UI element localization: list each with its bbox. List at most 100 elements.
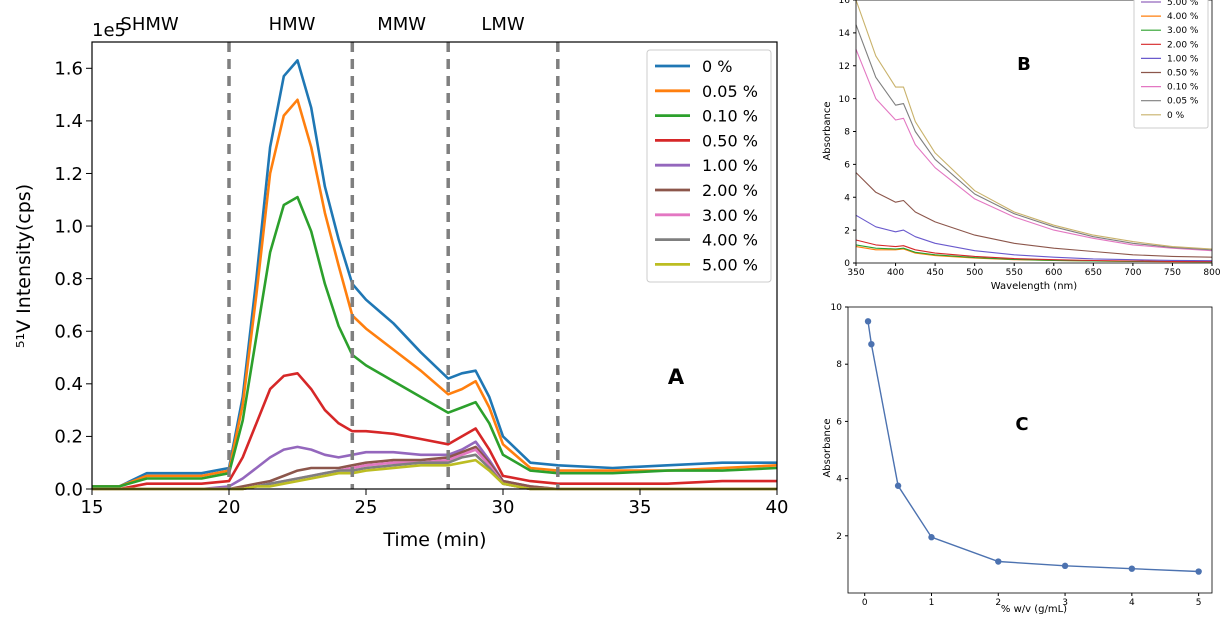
data-point — [1195, 568, 1202, 575]
panel-b-x-ticks: 350 400 450 500 550 600 650 700 750 800 — [847, 263, 1221, 278]
legend-label: 4.00 % — [1167, 12, 1199, 22]
panel-b-legend-box — [1133, 0, 1209, 129]
y-tick-label: 4 — [844, 193, 850, 203]
panel-c-y-axis-label: Absorbance — [822, 418, 833, 477]
y-tick-label: 2 — [836, 532, 842, 542]
x-tick-label: 800 — [1203, 268, 1220, 278]
panel-a-region-labels: SHMW HMW MMW LMW — [120, 14, 524, 35]
x-tick-label: 600 — [1045, 268, 1062, 278]
panel-b-letter: B — [1017, 54, 1031, 75]
legend-label: 0.50 % — [1167, 69, 1199, 79]
x-tick-label: 350 — [847, 268, 864, 278]
series-line-050 — [855, 172, 1213, 258]
series-line-050 — [92, 371, 777, 491]
y-tick-label: 0.0 — [54, 479, 83, 500]
y-tick-label: 1.2 — [54, 164, 83, 185]
data-point — [864, 318, 872, 325]
panel-b-y-axis-label: Absorbance — [822, 101, 833, 160]
y-tick-label: 0.2 — [54, 427, 83, 448]
legend-label: 1.00 % — [702, 156, 758, 175]
legend-label: 5.00 % — [702, 255, 758, 274]
x-tick-label: 4 — [1129, 598, 1135, 608]
panel-a-y-axis-label: ⁵¹V Intensity(cps) — [13, 184, 35, 348]
panel-c-x-axis-label: % w/v (g/mL) — [1001, 604, 1067, 615]
legend-label: 2.00 % — [1167, 40, 1199, 50]
y-tick-label: 1.4 — [54, 111, 83, 132]
x-tick-label: 5 — [1196, 598, 1202, 608]
panel-b-x-axis-label: Wavelength (nm) — [991, 281, 1077, 292]
legend-label: 5.00 % — [1167, 0, 1199, 8]
y-tick-label: 2 — [844, 226, 850, 236]
y-tick-label: 0 — [844, 259, 850, 269]
panel-b-y-ticks: 0 2 4 6 8 10 12 14 16 — [839, 0, 856, 269]
panel-c-y-ticks: 2 4 6 8 10 — [831, 303, 848, 542]
panel-b-legend: 5.00 % 4.00 % 3.00 % 2.00 % 1.00 % 0.50 % 0.10… — [1133, 0, 1209, 129]
data-point — [868, 340, 875, 348]
y-tick-label: 1.0 — [54, 216, 83, 237]
panel-a-x-axis-label: Time (min) — [382, 529, 486, 551]
legend-label: 0.05 % — [1167, 97, 1199, 107]
data-point — [894, 482, 902, 489]
x-tick-label: 30 — [492, 497, 515, 518]
data-point — [995, 558, 1002, 565]
legend-label: 4.00 % — [702, 231, 758, 250]
y-tick-label: 14 — [839, 29, 851, 39]
series-line-200 — [855, 239, 1213, 263]
x-tick-label: 700 — [1124, 268, 1141, 278]
panel-a-region-dividers — [227, 42, 560, 489]
data-point — [1061, 562, 1069, 570]
panel-a-scale-label: 1e5 — [92, 20, 126, 41]
y-tick-label: 8 — [844, 128, 850, 138]
panel-a-letter: A — [668, 365, 685, 389]
x-tick-label: 35 — [629, 497, 652, 518]
series-line-0 — [855, 0, 1213, 250]
data-point — [928, 534, 935, 541]
panel-c-x-ticks: 0 1 2 3 4 5 — [862, 593, 1202, 608]
x-tick-label: 0 — [862, 598, 868, 608]
panel-a-legend-box — [646, 49, 772, 283]
series-line-005 — [855, 24, 1213, 251]
x-tick-label: 20 — [218, 497, 241, 518]
x-tick-label: 400 — [887, 268, 904, 278]
panel-a-x-ticks: 15 20 25 30 35 40 — [81, 489, 789, 518]
y-tick-label: 0.8 — [54, 269, 83, 290]
absorbance-line — [867, 321, 1199, 573]
region-label-mmw: MMW — [377, 14, 426, 35]
panel-b-chart: 350 400 450 500 550 600 650 700 750 800 0 2 4 6 8 10 12… — [822, 0, 1221, 292]
panel-a-frame — [91, 41, 778, 490]
x-tick-label: 40 — [766, 497, 789, 518]
x-tick-label: 2 — [995, 598, 1001, 608]
y-tick-label: 0.6 — [54, 322, 83, 343]
data-point — [1128, 565, 1136, 572]
y-tick-label: 16 — [839, 0, 851, 6]
y-tick-label: 4 — [836, 475, 842, 485]
y-tick-label: 8 — [836, 360, 842, 370]
legend-label: 0.05 % — [702, 82, 758, 101]
legend-label: 0.50 % — [702, 131, 758, 150]
x-tick-label: 750 — [1164, 268, 1181, 278]
x-tick-label: 450 — [927, 268, 944, 278]
panel-c-frame — [847, 306, 1213, 594]
y-tick-label: 0.4 — [54, 374, 83, 395]
y-tick-label: 6 — [836, 417, 842, 427]
panel-a-legend: 0 % 0.05 % 0.10 % 0.50 % 1.00 % 2.00 % 3.00 % 4… — [646, 49, 772, 283]
x-tick-label: 25 — [355, 497, 378, 518]
legend-label: 3.00 % — [1167, 26, 1199, 36]
y-tick-label: 10 — [831, 303, 843, 313]
panel-c-series-group — [864, 318, 1202, 575]
legend-label: 2.00 % — [702, 181, 758, 200]
legend-label: 0 % — [1167, 111, 1185, 121]
y-tick-label: 10 — [839, 95, 851, 105]
x-tick-label: 500 — [966, 268, 983, 278]
panel-a-chart: 15 20 25 30 35 40 0.0 0.2 0.4 0.6 0.8 1.0 1.2 1.4 1.6… — [13, 14, 788, 551]
x-tick-label: 650 — [1085, 268, 1102, 278]
legend-label: 0 % — [702, 57, 732, 76]
region-label-hmw: HMW — [269, 14, 316, 35]
region-label-shmw: SHMW — [120, 14, 178, 35]
y-tick-label: 12 — [839, 62, 850, 72]
legend-label: 1.00 % — [1167, 54, 1199, 64]
x-tick-label: 15 — [81, 497, 104, 518]
legend-label: 0.10 % — [1167, 83, 1199, 93]
panel-c-letter: C — [1015, 414, 1028, 435]
